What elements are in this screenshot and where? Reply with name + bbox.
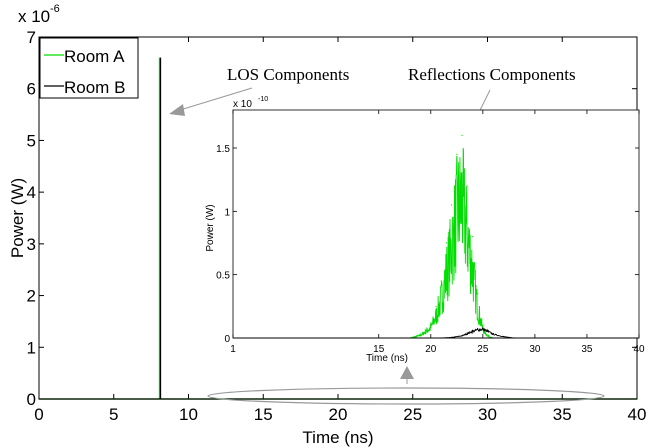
- inset-point-room-a: [461, 134, 463, 136]
- inset-x-tick-label: 25: [477, 344, 489, 355]
- main-y-multiplier: x 10: [18, 7, 50, 26]
- inset-x-tick-label: 30: [529, 344, 541, 355]
- inset-point-room-b: [471, 329, 474, 331]
- inset-point-room-a: [430, 322, 432, 324]
- arrow-zoom-head: [400, 366, 414, 379]
- inset-point-room-a: [471, 236, 474, 238]
- main-x-tick-label: 35: [553, 405, 572, 424]
- main-x-tick-label: 40: [628, 405, 647, 424]
- inset-y-tick-label: 0.5: [216, 271, 230, 282]
- inset-point-room-b: [503, 335, 505, 338]
- inset-point-room-a: [419, 333, 421, 335]
- main-y-tick-label: 2: [27, 287, 36, 306]
- inset-point-room-a: [477, 293, 479, 295]
- inset-x-tick-label: 1: [230, 344, 236, 355]
- legend-box: [39, 37, 139, 99]
- inset-point-room-b: [466, 332, 468, 334]
- main-y-axis-label: Power (W): [8, 178, 27, 258]
- inset-point-room-b: [451, 336, 453, 338]
- arrow-los-head: [169, 104, 185, 116]
- inset-y-tick-label: 0: [224, 334, 230, 345]
- inset-point-room-b: [492, 332, 494, 335]
- inset-point-room-b: [482, 327, 484, 329]
- inset-series: [233, 134, 639, 339]
- zoom-region-ellipse: [207, 387, 605, 405]
- inset-point-room-b: [487, 329, 489, 331]
- main-x-tick-label: 5: [109, 405, 118, 424]
- inset-y-multiplier: x 10: [233, 99, 252, 110]
- main-y-exponent: -6: [50, 3, 60, 15]
- inset-point-room-a: [456, 153, 458, 155]
- inset-y-exponent: -10: [258, 96, 268, 103]
- arrow-los-line: [179, 87, 253, 111]
- annotation-reflections: Reflections Components: [408, 65, 576, 84]
- main-series: [39, 57, 637, 400]
- inset-point-room-a: [451, 204, 453, 206]
- inset-ticks: 1 15 20 25 30 35 40 0 0.5 1 1.5: [216, 110, 645, 355]
- main-x-tick-label: 25: [403, 405, 422, 424]
- main-y-tick-label: 6: [27, 80, 36, 99]
- inset-point-room-a: [445, 242, 448, 244]
- main-x-axis-label: Time (ns): [302, 428, 373, 447]
- inset-point-room-b: [440, 337, 442, 339]
- inset-pulse-room-b: [441, 327, 515, 339]
- inset-point-room-b: [513, 337, 515, 339]
- inset-point-room-a: [435, 305, 437, 307]
- main-y-tick-label: 5: [27, 131, 36, 150]
- inset-background: [233, 110, 639, 338]
- main-y-tick-label: 1: [27, 338, 36, 357]
- main-x-tick-label: 20: [329, 405, 348, 424]
- inset-y-axis-label: Power (W): [205, 204, 216, 251]
- inset-y-tick-label: 1.5: [216, 144, 230, 155]
- main-x-tick-label: 15: [254, 405, 273, 424]
- inset-point-room-b: [477, 327, 479, 330]
- inset-x-tick-label: 15: [373, 344, 385, 355]
- inset-point-room-b: [461, 334, 463, 337]
- legend: Room A Room B: [39, 37, 139, 99]
- inset-y-tick-label: 1: [224, 207, 230, 218]
- inset-x-tick-label: 40: [633, 344, 645, 355]
- inset-x-axis-label: Time (ns): [366, 353, 408, 364]
- legend-label-room-a: Room A: [64, 47, 125, 66]
- legend-label-room-b: Room B: [64, 78, 125, 97]
- main-y-tick-label: 3: [27, 235, 36, 254]
- main-y-tick-label: 7: [27, 28, 36, 47]
- main-x-tick-label: 0: [34, 405, 43, 424]
- main-y-tick-label: 4: [27, 183, 36, 202]
- inset-point-room-a: [482, 324, 484, 326]
- main-x-tick-label: 30: [478, 405, 497, 424]
- inset-x-tick-label: 20: [425, 344, 437, 355]
- annotation-los: LOS Components: [227, 65, 349, 84]
- inset-point-room-a: [440, 280, 442, 282]
- inset-pulse-room-a: [409, 147, 494, 339]
- inset-point-room-a: [466, 185, 468, 187]
- inset-point-room-a: [487, 334, 489, 337]
- inset-x-tick-label: 35: [581, 344, 593, 355]
- main-x-tick-label: 10: [179, 405, 198, 424]
- main-y-tick-label: 0: [27, 390, 36, 409]
